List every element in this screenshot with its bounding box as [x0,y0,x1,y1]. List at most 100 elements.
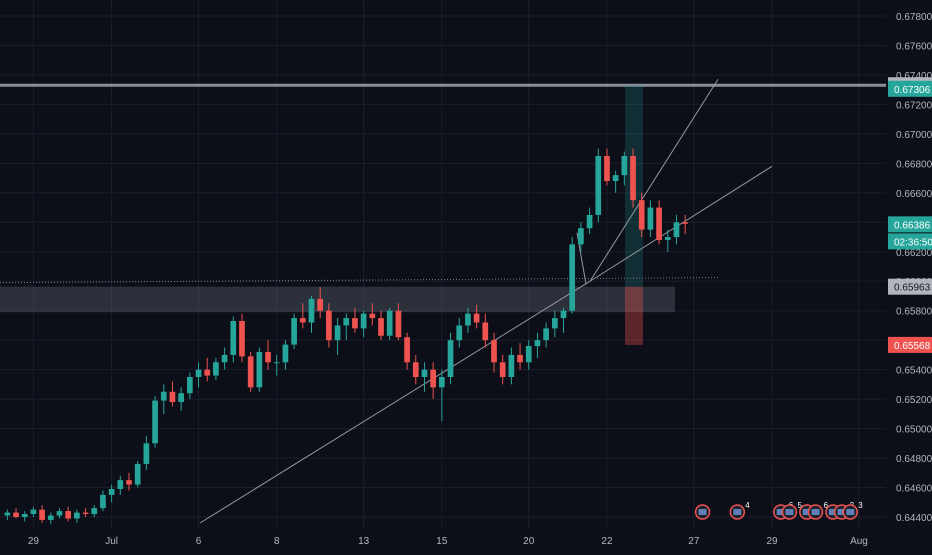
time-tick-label: Jul [105,536,118,547]
event-marker[interactable] [694,504,711,520]
candle-body [578,228,584,245]
candle-body [13,512,19,517]
time-axis [0,528,888,550]
candle-body [586,214,593,229]
flag-icon [837,509,846,515]
candle-body [56,511,63,516]
flag-icon [698,509,707,515]
candle-body [265,351,271,363]
candle-body [273,362,280,364]
candle-body [291,318,297,345]
price-labels: 0.673300.673060.6638602:36:500.659630.65… [888,77,932,353]
candle-body [656,207,662,240]
event-marker[interactable]: 3 [842,501,863,520]
candle-body [369,313,376,319]
candle-body [47,515,54,520]
price-label-text: 0.65568 [894,341,931,352]
candle-body [560,310,567,319]
event-marker[interactable]: 6 [807,501,829,520]
economic-events: 465633 [694,501,863,520]
candle-body [195,369,202,378]
price-label-badge [888,216,932,233]
flag-icon [846,509,855,515]
candle-body [621,155,628,176]
event-count: 4 [745,501,750,510]
flag-icon [733,509,742,515]
price-tick-label: 0.67600 [896,41,932,52]
candle-body [386,310,393,336]
candle-body [317,298,324,311]
price-tick-label: 0.67200 [896,100,932,111]
candle-body [126,480,132,485]
candle-body [230,321,237,355]
candle-body [456,325,463,341]
candle-body [525,346,532,363]
candle-body [682,222,689,224]
candle-body [108,489,115,495]
trendline-support [199,280,591,524]
candle-body [482,322,489,341]
price-label-text: 0.67306 [894,85,931,96]
candle-body [4,512,11,516]
event-count: 5 [797,501,802,510]
candle-body [612,175,619,182]
time-tick-label: 29 [767,536,779,547]
candle-body [508,354,515,378]
time-axis-labels: 29Jul68131520222729Aug510 [28,536,868,547]
candle-body [491,340,497,363]
price-label-badge [888,278,932,295]
candle-body [352,318,358,329]
price-label-badge [888,336,932,353]
candle-body [221,354,228,363]
time-tick-label: 15 [436,536,448,547]
candle-body [378,318,384,336]
event-marker[interactable]: 4 [729,501,750,520]
event-marker[interactable]: 5 [781,501,802,520]
candle-body [134,463,141,485]
candle-body [178,393,184,403]
flag-icon [811,509,820,515]
candle-body [213,362,219,376]
candlestick-series [4,148,689,525]
candle-body [465,313,471,326]
candle-body [664,237,671,240]
candle-body [517,354,523,363]
price-tick-label: 0.67400 [896,71,932,82]
entry-dotted-line [0,277,721,284]
time-tick-label: 29 [28,536,40,547]
grid-lines [0,0,886,528]
candle-body [334,325,341,341]
price-tick-label: 0.67800 [896,12,932,23]
price-tick-label: 0.66600 [896,189,932,200]
price-tick-label: 0.66200 [896,248,932,259]
price-tick-label: 0.64800 [896,454,932,465]
flag-icon [828,509,837,515]
time-tick-label: Aug [850,536,868,547]
trendline-projection-shallow [589,165,773,282]
candle-body [604,155,610,182]
time-tick-label: 8 [274,536,280,547]
candle-body [21,514,28,517]
candle-body [395,310,402,338]
candle-body [534,340,541,347]
candle-body [91,508,98,515]
price-tick-label: 0.65800 [896,307,932,318]
candle-body [412,362,419,378]
candle-body [439,377,445,388]
candle-body [39,509,45,520]
time-tick-label: 27 [688,536,700,547]
candle-body [160,391,167,401]
candle-body [543,328,549,341]
price-tick-label: 0.64400 [896,513,932,524]
flag-icon [776,509,785,515]
candle-body [360,313,367,329]
candle-body [569,244,576,311]
flag-icon [785,509,794,515]
candle-body [673,222,680,238]
price-tick-label: 0.65000 [896,425,932,436]
candle-body [256,351,263,388]
candle-body [143,443,150,464]
candle-body [551,318,558,329]
